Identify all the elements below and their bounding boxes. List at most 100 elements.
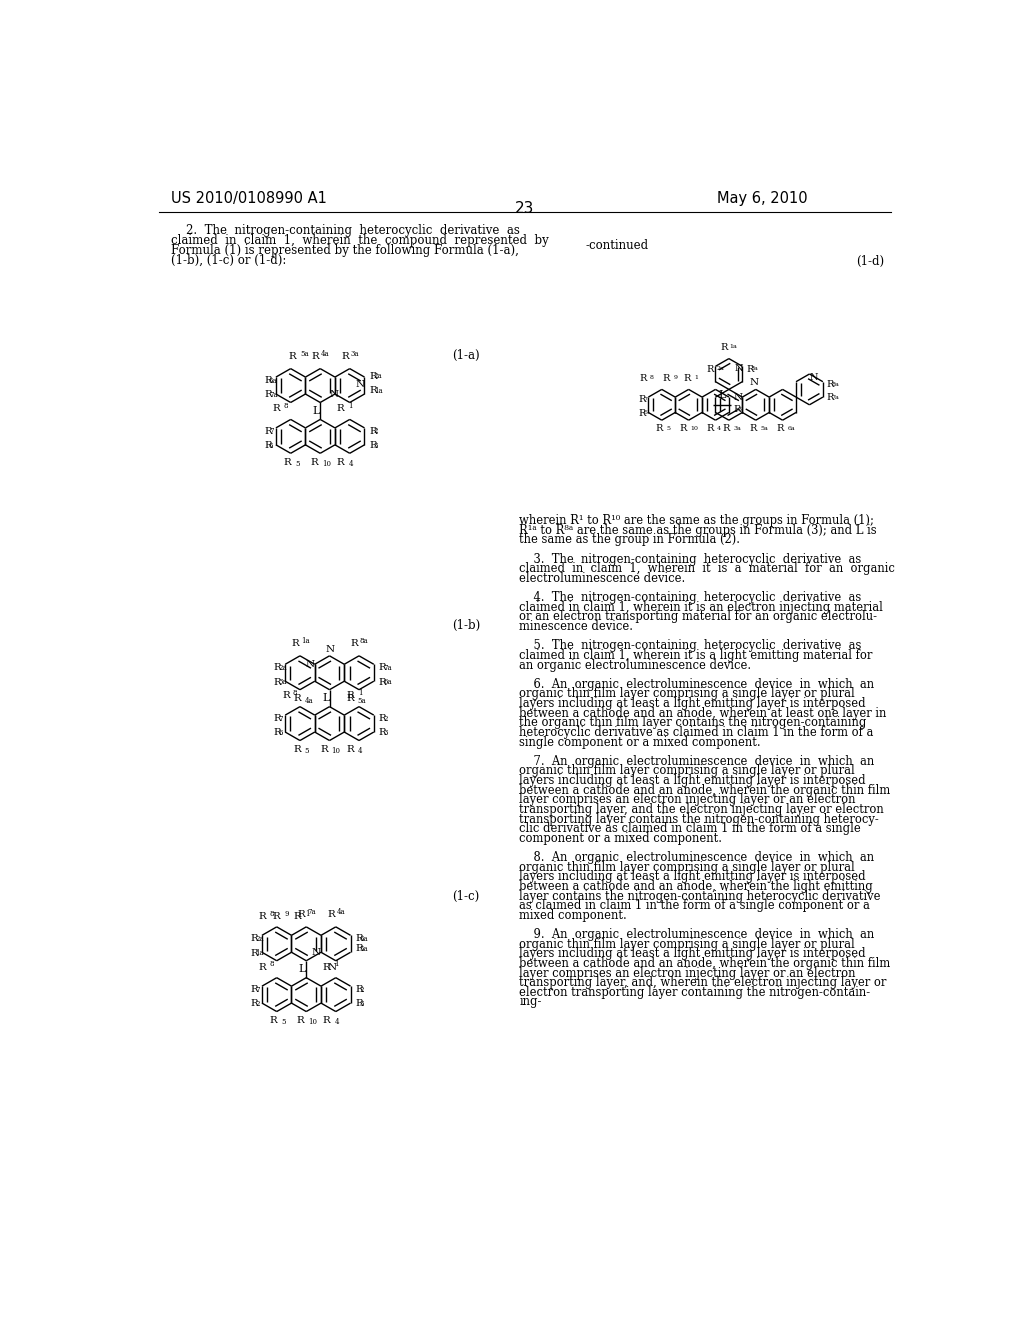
Text: 7a: 7a (307, 908, 315, 916)
Text: N: N (312, 948, 322, 957)
Text: 8: 8 (269, 961, 274, 969)
Text: R: R (369, 387, 377, 395)
Text: 8: 8 (269, 909, 274, 917)
Text: 7: 7 (279, 714, 283, 722)
Text: R: R (259, 962, 266, 972)
Text: 10: 10 (690, 426, 698, 432)
Text: R: R (379, 729, 386, 738)
Text: R: R (733, 405, 740, 414)
Text: R: R (251, 935, 258, 944)
Text: 4a: 4a (337, 908, 345, 916)
Text: 10: 10 (331, 747, 340, 755)
Text: electroluminescence device.: electroluminescence device. (519, 572, 686, 585)
Text: 2a: 2a (717, 367, 725, 371)
Text: 1: 1 (348, 403, 353, 411)
Text: 6: 6 (279, 729, 283, 737)
Text: R: R (346, 692, 354, 701)
Text: 8a: 8a (359, 638, 369, 645)
Text: N: N (735, 364, 743, 374)
Text: transporting layer, and the electron injecting layer or electron: transporting layer, and the electron inj… (519, 803, 884, 816)
Text: 3a: 3a (350, 350, 359, 358)
Text: 1: 1 (357, 689, 362, 697)
Text: R: R (311, 458, 318, 467)
Text: 5a: 5a (300, 350, 309, 358)
Text: transporting layer, and, wherein the electron injecting layer or: transporting layer, and, wherein the ele… (519, 977, 887, 989)
Text: R: R (350, 639, 358, 648)
Text: 6: 6 (643, 411, 647, 416)
Text: 1a: 1a (255, 949, 264, 957)
Text: 3a: 3a (751, 367, 759, 371)
Text: N: N (733, 392, 742, 401)
Text: 4: 4 (357, 747, 362, 755)
Text: 2a: 2a (255, 935, 264, 942)
Text: R: R (663, 375, 670, 383)
Text: layer contains the nitrogen-containing heterocyclic derivative: layer contains the nitrogen-containing h… (519, 890, 881, 903)
Text: R: R (683, 375, 690, 383)
Text: R: R (251, 985, 258, 994)
Text: 5: 5 (305, 747, 309, 755)
Text: 7a: 7a (269, 391, 278, 399)
Text: 3a: 3a (279, 678, 287, 686)
Text: (1-d): (1-d) (856, 255, 885, 268)
Text: R: R (298, 911, 305, 919)
Text: layers including at least a light emitting layer is interposed: layers including at least a light emitti… (519, 697, 866, 710)
Text: 4a: 4a (321, 350, 330, 358)
Text: R: R (346, 744, 354, 754)
Text: 2: 2 (255, 1001, 259, 1008)
Text: between a cathode and an anode, wherein the organic thin film: between a cathode and an anode, wherein … (519, 957, 891, 970)
Text: 1: 1 (335, 961, 339, 969)
Text: R: R (323, 962, 331, 972)
Text: R: R (337, 458, 345, 467)
Text: R: R (328, 911, 335, 919)
Text: R: R (264, 376, 272, 385)
Text: R¹ᵃ to R⁸ᵃ are the same as the groups in Formula (3); and L is: R¹ᵃ to R⁸ᵃ are the same as the groups in… (519, 524, 877, 537)
Text: claimed in claim 1, wherein it is an electron injecting material: claimed in claim 1, wherein it is an ele… (519, 601, 884, 614)
Text: R: R (297, 1016, 305, 1026)
Text: May 6, 2010: May 6, 2010 (717, 190, 808, 206)
Text: 3: 3 (359, 1001, 365, 1008)
Text: 5: 5 (667, 426, 671, 432)
Text: R: R (264, 426, 272, 436)
Text: 5a: 5a (761, 426, 768, 432)
Text: 8: 8 (284, 403, 288, 411)
Text: R: R (826, 393, 834, 403)
Text: R: R (379, 714, 386, 723)
Text: R: R (288, 352, 296, 360)
Text: R: R (273, 714, 282, 723)
Text: R: R (707, 364, 714, 374)
Text: 7.  An  organic  electroluminescence  device  in  which  an: 7. An organic electroluminescence device… (519, 755, 874, 768)
Text: 6a: 6a (269, 376, 278, 384)
Text: layer comprises an electron injecting layer or an electron: layer comprises an electron injecting la… (519, 966, 856, 979)
Text: 9: 9 (284, 909, 289, 917)
Text: R: R (273, 729, 282, 738)
Text: R: R (355, 999, 362, 1008)
Text: 5.  The  nitrogen-containing  heterocyclic  derivative  as: 5. The nitrogen-containing heterocyclic … (519, 639, 862, 652)
Text: 3: 3 (374, 442, 378, 450)
Text: 23: 23 (515, 201, 535, 215)
Text: 7a: 7a (831, 395, 839, 400)
Text: R: R (722, 424, 730, 433)
Text: as claimed in claim 1 in the form of a single component or a: as claimed in claim 1 in the form of a s… (519, 899, 870, 912)
Text: organic thin film layer comprising a single layer or plural: organic thin film layer comprising a sin… (519, 937, 855, 950)
Text: R: R (369, 441, 377, 450)
Text: (1-b): (1-b) (452, 619, 480, 632)
Text: N: N (750, 378, 759, 387)
Text: Formula (1) is represented by the following Formula (1-a),: Formula (1) is represented by the follow… (171, 244, 518, 257)
Text: R: R (639, 395, 646, 404)
Text: 6.  An  organic  electroluminescence  device  in  which  an: 6. An organic electroluminescence device… (519, 677, 874, 690)
Text: R: R (292, 639, 299, 648)
Text: L: L (299, 964, 306, 974)
Text: 8: 8 (650, 375, 654, 380)
Text: R: R (750, 424, 757, 433)
Text: between a cathode and an anode, wherein at least one layer in: between a cathode and an anode, wherein … (519, 706, 887, 719)
Text: layers including at least a light emitting layer is interposed: layers including at least a light emitti… (519, 948, 866, 960)
Text: 2: 2 (374, 428, 378, 436)
Text: 6a: 6a (383, 678, 392, 686)
Text: R: R (264, 391, 272, 400)
Text: 4: 4 (348, 461, 353, 469)
Text: transporting layer contains the nitrogen-containing heterocy-: transporting layer contains the nitrogen… (519, 813, 880, 825)
Text: heterocyclic derivative as claimed in claim 1 in the form of a: heterocyclic derivative as claimed in cl… (519, 726, 873, 739)
Text: R: R (826, 380, 834, 389)
Text: R: R (745, 364, 754, 374)
Text: 7: 7 (255, 986, 259, 994)
